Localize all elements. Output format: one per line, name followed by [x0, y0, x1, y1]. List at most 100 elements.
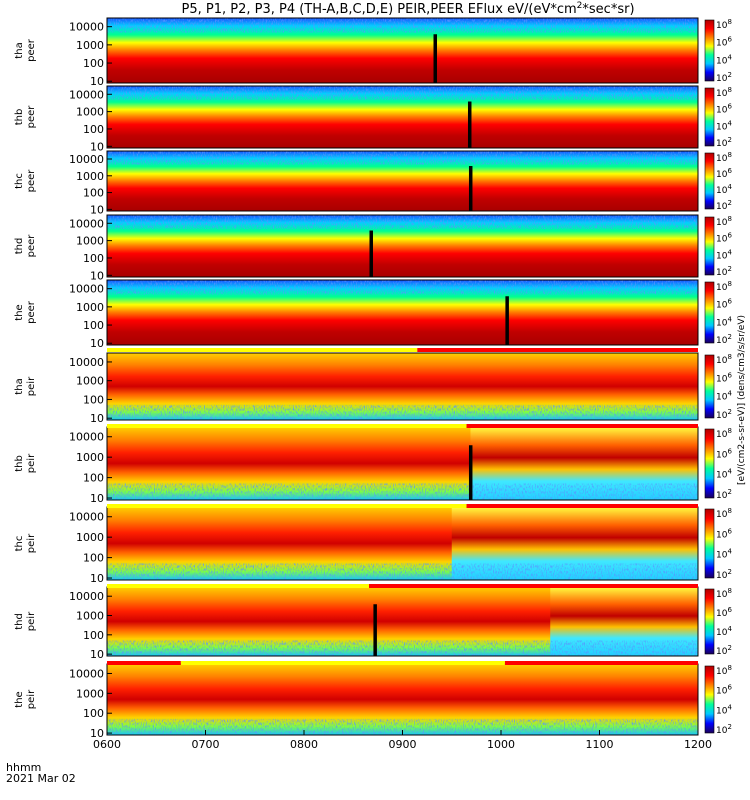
mode-bar-fast: [369, 584, 698, 588]
panel-label: thbpeir: [14, 453, 37, 473]
time-axis-date-label: 2021 Mar 02: [6, 772, 76, 785]
colorbar-tick-exponent: 6: [727, 447, 732, 455]
colorbar: [704, 281, 715, 344]
y-tick-label: 100: [83, 629, 104, 642]
panel-label-probe: thd: [14, 238, 25, 255]
colorbar-tick-exponent: 4: [727, 248, 732, 256]
y-tick-label: 1000: [76, 610, 104, 623]
colorbar-tick-label: 104: [716, 53, 732, 66]
colorbar-tick-exponent: 4: [727, 53, 732, 61]
colorbar-tick-exponent: 6: [727, 167, 732, 175]
panel-tha-peir: 10 100 1000 10000 thapeir 102 104 106 108: [14, 352, 732, 425]
panel-thd-peer: 10 100 1000 10000 thdpeer 102 104 106 108: [14, 214, 732, 282]
y-tick-label: 100: [83, 187, 104, 200]
panel-label-probe: thc: [14, 536, 25, 552]
mode-bar-slow: [107, 584, 370, 588]
y-tick-label: 1000: [76, 451, 104, 464]
x-tick-label: 1000: [487, 738, 515, 751]
low-count-speckle: [107, 151, 698, 165]
panel-label: thepeir: [14, 689, 37, 709]
panel-label-species: peer: [26, 300, 37, 324]
colorbar-tick-label: 102: [716, 199, 732, 212]
panel-label-species: peir: [26, 376, 37, 396]
colorbar-tick-label: 108: [716, 587, 732, 600]
panel-label-probe: tha: [14, 42, 25, 58]
mode-bar-slow: [180, 661, 505, 665]
y-tick-label: 100: [83, 393, 104, 406]
y-tick-label: 10000: [69, 88, 104, 101]
colorbar-tick-label: 104: [716, 119, 732, 132]
low-count-speckle: [107, 86, 698, 100]
y-tick-label: 1000: [76, 39, 104, 52]
y-tick-label: 1000: [76, 375, 104, 388]
colorbar: [704, 665, 715, 734]
colorbar-tick-exponent: 4: [727, 703, 732, 711]
colorbar-tick-exponent: 8: [727, 507, 731, 515]
y-tick-label: 10: [90, 269, 104, 282]
y-tick-label: 10: [90, 648, 104, 661]
y-tick-label: 100: [83, 123, 104, 136]
colorbar-tick-label: 108: [716, 18, 732, 31]
low-count-speckle: [107, 280, 698, 295]
y-tick-label: 10000: [69, 667, 104, 680]
colorbar-tick-label: 104: [716, 183, 732, 196]
panel-label-species: peir: [26, 533, 37, 553]
y-tick-label: 10000: [69, 21, 104, 34]
colorbar-tick-label: 106: [716, 447, 732, 460]
figure-title-main: P5, P1, P2, P3, P4 (TH-A,B,C,D,E) PEIR,P…: [181, 2, 576, 17]
colorbar-tick-label: 106: [716, 298, 732, 311]
data-gap-marker: [373, 604, 377, 656]
colorbar-tick-label: 108: [716, 427, 732, 440]
panel-label: thbpeer: [14, 105, 37, 129]
colorbar-title: [eV/(cm2-s-sr-eV)] (dens/cm3/s/sr/eV): [737, 315, 747, 485]
colorbar-tick-exponent: 6: [727, 103, 732, 111]
colorbar-tick-exponent: 8: [727, 151, 731, 159]
mode-bar-slow: [107, 424, 467, 428]
y-tick-label: 10000: [69, 590, 104, 603]
y-tick-label: 10: [90, 337, 104, 350]
y-tick-label: 10: [90, 203, 104, 216]
colorbar-tick-exponent: 8: [727, 86, 731, 94]
colorbar-tick-exponent: 8: [727, 664, 731, 672]
panel-frame: [106, 150, 699, 212]
x-tick-label: 0700: [192, 738, 220, 751]
panel-label: thapeir: [14, 376, 37, 396]
y-tick-label: 10: [90, 75, 104, 88]
panel-frame: [106, 214, 699, 278]
colorbar-tick-exponent: 6: [727, 606, 732, 614]
panel-label-probe: thd: [14, 613, 25, 630]
panel-label-probe: thb: [14, 455, 25, 472]
colorbar-tick-label: 108: [716, 280, 732, 293]
panel-label-probe: the: [14, 691, 25, 707]
y-tick-label: 10: [90, 492, 104, 505]
colorbar-tick-exponent: 6: [727, 298, 732, 306]
colorbar-tick-label: 108: [716, 507, 732, 520]
panel-label-probe: the: [14, 304, 25, 320]
panel-label: thcpeir: [14, 533, 37, 553]
colorbar-tick-label: 102: [716, 644, 732, 657]
colorbar: [704, 428, 715, 499]
panel-thc-peer: 10 100 1000 10000 thcpeer 102 104 106 108: [14, 150, 732, 216]
panels-layer: 10100100010000thapeer1021041061081010010…: [14, 17, 732, 740]
y-tick-label: 10: [90, 572, 104, 585]
panel-label-species: peer: [26, 169, 37, 193]
y-tick-label: 10: [90, 412, 104, 425]
colorbar-tick-exponent: 2: [727, 644, 731, 652]
colorbar-tick-label: 106: [716, 371, 732, 384]
panel-label-species: peer: [26, 105, 37, 129]
mode-bar-slow: [107, 348, 418, 352]
colorbar-tick-label: 102: [716, 333, 732, 346]
panel-label-species: peir: [26, 453, 37, 473]
panel-thb-peir: 10 100 1000 10000 thbpeir 102 104 106 108: [14, 426, 732, 505]
panel-label-species: peer: [26, 38, 37, 62]
panel-frame: [106, 17, 699, 84]
colorbar-tick-exponent: 2: [727, 71, 731, 79]
colorbar-tick-exponent: 2: [727, 488, 731, 496]
y-tick-label: 100: [83, 707, 104, 720]
data-gap-marker: [369, 230, 373, 277]
y-tick-label: 100: [83, 319, 104, 332]
colorbar-tick-exponent: 4: [727, 625, 732, 633]
colorbar-tick-label: 106: [716, 103, 732, 116]
colorbar: [704, 216, 715, 276]
colorbar-tick-exponent: 4: [727, 315, 732, 323]
